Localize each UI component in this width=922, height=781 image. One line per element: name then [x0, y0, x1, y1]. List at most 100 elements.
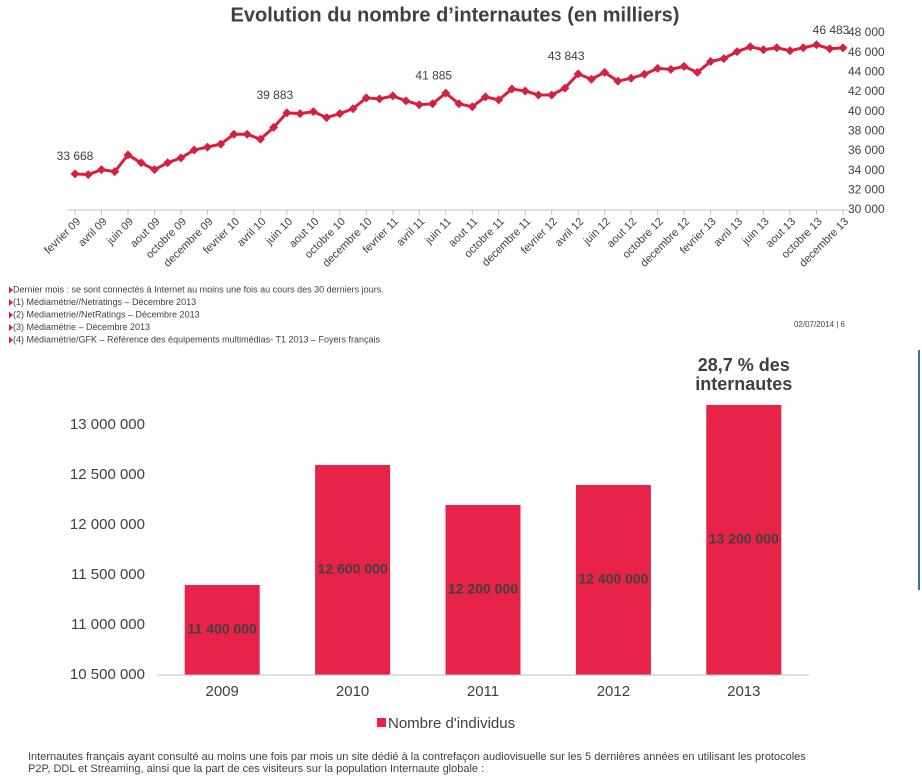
- point: [335, 109, 345, 119]
- point: [600, 67, 610, 77]
- y-tick-label: 46 000: [848, 45, 885, 59]
- point: [520, 86, 530, 96]
- point: [295, 109, 305, 119]
- bar: [706, 405, 782, 675]
- point: [202, 142, 212, 152]
- footnote: Dernier mois : se sont connectés à Inter…: [13, 284, 384, 294]
- point: [242, 129, 252, 139]
- point: [282, 108, 292, 118]
- y-tick-label: 36 000: [848, 143, 885, 157]
- point: [666, 64, 676, 74]
- point: [454, 99, 464, 109]
- point: [83, 170, 93, 180]
- point: [798, 43, 808, 53]
- y-tick-label: 32 000: [848, 183, 885, 197]
- bar: [315, 465, 391, 675]
- x-tick-label: fevrier 09: [42, 216, 83, 257]
- x-tick-label: 2010: [336, 683, 369, 700]
- point: [322, 113, 332, 123]
- x-tick-label: avril 09: [76, 216, 110, 250]
- point: [361, 93, 371, 103]
- point: [441, 88, 451, 98]
- point: [176, 153, 186, 163]
- data-label: 12 400 000: [578, 571, 648, 587]
- x-tick-label: avril 12: [553, 216, 587, 250]
- point: [136, 158, 146, 168]
- data-label: 12 200 000: [448, 581, 518, 597]
- point: [149, 165, 159, 175]
- footnote: (2) Mediametrie//NetRatings – Décembre 2…: [13, 309, 200, 319]
- point: [428, 99, 438, 109]
- point: [745, 42, 755, 52]
- point: [719, 54, 729, 64]
- bullet: [9, 311, 13, 319]
- point: [123, 150, 133, 160]
- point: [110, 167, 120, 177]
- point: [229, 129, 239, 139]
- point: [759, 45, 769, 55]
- page-info: 02/07/2014 | 6: [794, 320, 846, 329]
- point: [626, 73, 636, 83]
- data-label: 39 883: [257, 88, 294, 102]
- footnote: (3) Médiamétrie – Décembre 2013: [13, 322, 150, 332]
- legend-label: Nombre d'individus: [388, 715, 515, 732]
- data-label: 43 843: [548, 49, 585, 63]
- y-tick-label: 13 000 000: [70, 416, 145, 433]
- point: [216, 139, 226, 149]
- point: [348, 104, 358, 114]
- point: [772, 43, 782, 53]
- point: [639, 69, 649, 79]
- x-tick-label: 2012: [597, 683, 630, 700]
- point: [494, 95, 504, 105]
- point: [613, 76, 623, 86]
- point: [706, 57, 716, 67]
- point: [308, 107, 318, 117]
- series-line: [74, 43, 844, 177]
- point: [586, 74, 596, 84]
- y-tick-label: 34 000: [848, 163, 885, 177]
- point: [825, 44, 835, 54]
- caption: Internautes français ayant consulté au m…: [28, 751, 806, 763]
- y-tick-label: 12 500 000: [70, 466, 145, 483]
- x-tick-label: avril 11: [394, 216, 427, 249]
- point: [414, 100, 424, 110]
- x-tick-label: 2013: [727, 683, 760, 700]
- data-label: 11 400 000: [188, 621, 258, 637]
- y-tick-label: 38 000: [848, 124, 885, 138]
- bar: [445, 505, 521, 675]
- point: [533, 90, 543, 100]
- caption: P2P, DDL et Streaming, ainsi que la part…: [28, 763, 484, 775]
- y-tick-label: 44 000: [848, 65, 885, 79]
- point: [375, 94, 385, 104]
- data-label: 12 600 000: [318, 561, 388, 577]
- bar: [184, 585, 260, 675]
- bullet: [9, 299, 13, 306]
- x-tick-label: 2009: [206, 683, 239, 700]
- data-label: 41 885: [415, 68, 452, 82]
- point: [732, 47, 742, 57]
- point: [255, 134, 265, 144]
- bullet: [9, 336, 13, 344]
- bar: [575, 485, 651, 675]
- legend-swatch: [377, 718, 386, 727]
- y-tick-label: 48 000: [848, 25, 885, 39]
- data-label: 46 483: [813, 23, 850, 37]
- point: [573, 69, 583, 79]
- annotation: internautes: [695, 374, 792, 394]
- y-tick-label: 10 500 000: [70, 666, 145, 683]
- y-tick-label: 12 000 000: [70, 516, 145, 533]
- point: [560, 83, 570, 93]
- y-tick-label: 42 000: [848, 84, 885, 98]
- point: [96, 165, 106, 175]
- y-tick-label: 40 000: [848, 104, 885, 118]
- point: [401, 96, 411, 106]
- annotation: 28,7 % des: [698, 355, 790, 375]
- point: [388, 91, 398, 101]
- point: [480, 92, 490, 102]
- bullet: [9, 324, 13, 331]
- data-label: 13 200 000: [709, 531, 779, 547]
- x-tick-label: 2011: [467, 683, 499, 700]
- point: [467, 102, 477, 112]
- chart-title: Evolution du nombre d’internautes (en mi…: [231, 4, 680, 26]
